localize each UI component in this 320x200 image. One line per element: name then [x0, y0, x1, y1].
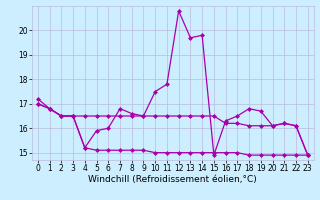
- X-axis label: Windchill (Refroidissement éolien,°C): Windchill (Refroidissement éolien,°C): [88, 175, 257, 184]
